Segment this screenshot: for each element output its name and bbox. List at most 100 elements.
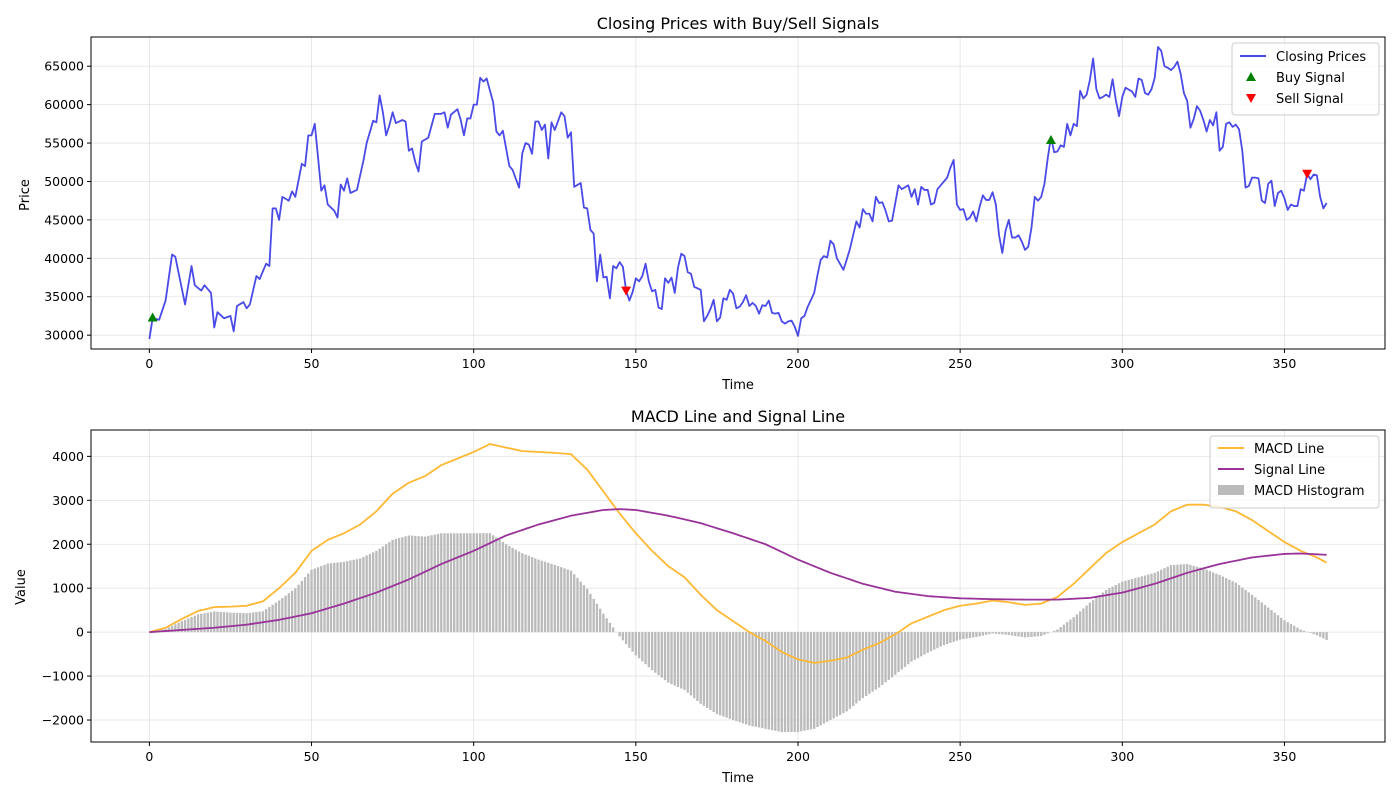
macd-histogram-bar	[1033, 632, 1036, 637]
macd-histogram-bar	[767, 632, 770, 730]
macd-histogram-bar	[1072, 617, 1075, 633]
macd-histogram-bar	[1150, 573, 1153, 633]
macd-histogram-bar	[819, 632, 822, 726]
macd-histogram-bar	[543, 561, 547, 633]
macd-histogram-bar	[362, 557, 365, 633]
macd-histogram-bar	[589, 593, 592, 633]
macd-histogram-bar	[443, 533, 446, 633]
macd-histogram-bar	[958, 632, 962, 640]
macd-histogram-bar	[621, 632, 625, 641]
macd-histogram-bar	[245, 613, 248, 633]
macd-histogram-bar	[965, 632, 968, 639]
macd-y-tick-label: 4000	[52, 449, 84, 464]
macd-histogram-bar	[1276, 615, 1280, 633]
macd-histogram-bar	[1014, 632, 1017, 636]
macd-histogram-bar	[744, 632, 748, 725]
macd-histogram-bar	[242, 613, 245, 633]
macd-histogram-bar	[913, 632, 916, 660]
macd-histogram-bar	[511, 547, 514, 633]
macd-histogram-bar	[864, 632, 868, 696]
macd-histogram-bar	[359, 558, 362, 633]
price-plot-area	[147, 46, 1328, 340]
macd-histogram-bar	[984, 632, 988, 635]
macd-histogram-bar	[741, 632, 745, 724]
macd-histogram-bar	[1289, 623, 1293, 633]
macd-histogram-bar	[628, 632, 631, 648]
macd-histogram-bar	[894, 632, 897, 675]
macd-histogram-bar	[1257, 599, 1260, 633]
macd-histogram-bar	[696, 632, 699, 701]
macd-histogram-bar	[417, 536, 420, 633]
macd-histogram-bar	[1088, 602, 1092, 633]
macd-histogram-bar	[608, 622, 612, 633]
macd-histogram-bar	[851, 632, 855, 707]
macd-histogram-bar	[1211, 572, 1215, 633]
macd-plot-area	[149, 443, 1328, 733]
legend-macd-histogram-swatch	[1218, 485, 1244, 495]
macd-histogram-bar	[566, 569, 569, 633]
macd-histogram-bar	[1267, 607, 1270, 633]
legend-macd-line-label: MACD Line	[1254, 442, 1324, 457]
macd-histogram-bar	[521, 553, 524, 633]
macd-histogram-bar	[702, 632, 706, 706]
price-y-tick-label: 35000	[44, 289, 84, 304]
macd-histogram-bar	[553, 564, 556, 633]
macd-histogram-bar	[835, 632, 839, 717]
macd-histogram-bar	[495, 537, 498, 633]
macd-histogram-bar	[556, 566, 560, 633]
macd-x-tick-label: 50	[304, 749, 320, 764]
macd-histogram-bar	[748, 632, 751, 726]
macd-histogram-bar	[203, 613, 206, 633]
macd-histogram-bar	[1137, 577, 1140, 633]
macd-histogram-bar	[255, 612, 258, 633]
macd-legend-box	[1209, 435, 1380, 509]
legend-buy-signal-marker	[1246, 72, 1256, 81]
macd-histogram-bar	[371, 552, 375, 633]
macd-histogram-bar	[1325, 632, 1328, 641]
macd-histogram-bar	[813, 632, 816, 729]
macd-histogram-bar	[229, 612, 232, 633]
macd-histogram-bar	[858, 632, 861, 701]
price-y-axis-label: Price	[18, 179, 33, 211]
legend-buy-signal-label: Buy Signal	[1276, 71, 1345, 86]
macd-histogram-bar	[339, 562, 342, 633]
price-y-tick-label: 40000	[44, 251, 84, 266]
macd-histogram-bar	[981, 632, 985, 636]
macd-histogram-bar	[592, 598, 595, 633]
macd-histogram-bar	[1195, 566, 1199, 633]
macd-histogram-bar	[427, 535, 430, 633]
macd-histogram-bar	[978, 632, 981, 637]
macd-histogram-bar	[900, 632, 903, 670]
macd-histogram-bar	[845, 632, 848, 712]
price-legend: Closing Prices Buy Signal Sell Signal	[1231, 42, 1380, 116]
macd-histogram-bar	[631, 632, 634, 652]
macd-histogram-bar	[826, 632, 829, 722]
macd-histogram-bar	[783, 632, 787, 733]
macd-histogram-bar	[456, 533, 459, 633]
signal-line	[149, 508, 1327, 634]
macd-histogram-bar	[310, 569, 313, 633]
macd-histogram-bar	[550, 563, 553, 633]
legend-closing-prices-label: Closing Prices	[1276, 50, 1366, 65]
macd-histogram-bar	[307, 573, 310, 633]
macd-histogram-bar	[174, 624, 177, 633]
macd-histogram-bar	[1263, 604, 1267, 633]
macd-histogram-bar	[284, 595, 287, 633]
macd-histogram-bar	[187, 618, 190, 633]
macd-histogram-bar	[754, 632, 758, 727]
buy-signal-marker	[147, 312, 158, 322]
macd-histogram-bar	[618, 632, 621, 637]
macd-y-tick-label: −2000	[42, 713, 84, 728]
macd-histogram-bar	[248, 612, 252, 633]
macd-histogram-bar	[1114, 584, 1117, 633]
macd-histogram-bar	[326, 563, 329, 633]
macd-histogram-bar	[1179, 564, 1182, 633]
macd-histogram-bar	[482, 533, 485, 633]
macd-x-tick-label: 200	[786, 749, 810, 764]
macd-histogram-bar	[1254, 597, 1257, 633]
macd-histogram-bar	[1066, 622, 1069, 633]
macd-histogram-bar	[842, 632, 845, 714]
macd-histogram-bar	[323, 564, 326, 633]
macd-histogram-bar	[994, 632, 997, 634]
macd-histogram-bar	[725, 632, 728, 718]
